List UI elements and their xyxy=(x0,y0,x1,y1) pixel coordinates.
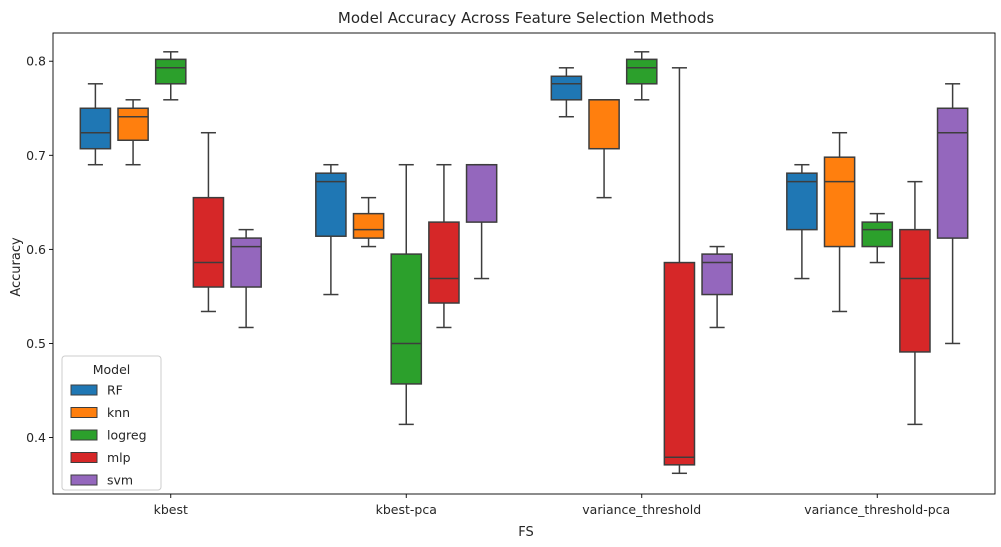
box-body xyxy=(663,261,696,466)
box-body xyxy=(861,221,894,248)
box-svm-variance_threshold xyxy=(701,245,733,329)
box-svm-kbest xyxy=(230,228,262,329)
y-tick-label: 0.8 xyxy=(26,54,46,69)
legend-item-knn: knn xyxy=(70,405,130,420)
legend-item-RF: RF xyxy=(70,383,123,398)
legend-label: RF xyxy=(107,383,123,398)
legend-swatch xyxy=(70,407,98,418)
box-knn-variance_threshold-pca xyxy=(823,131,856,313)
legend-swatch xyxy=(70,452,98,463)
box-body xyxy=(390,253,423,385)
box-body xyxy=(465,163,498,223)
box-body xyxy=(550,75,583,101)
box-RF-variance_threshold xyxy=(550,67,583,118)
legend-label: svm xyxy=(107,473,133,488)
box-body xyxy=(79,107,112,150)
box-knn-kbest-pca xyxy=(352,196,385,248)
legend-item-logreg: logreg xyxy=(70,428,147,443)
legend-swatch xyxy=(70,429,98,441)
box-body xyxy=(899,228,931,353)
box-body xyxy=(625,58,658,85)
x-tick-label: kbest-pca xyxy=(376,502,437,517)
legend-label: mlp xyxy=(107,450,131,465)
box-logreg-kbest-pca xyxy=(390,163,423,426)
legend-item-mlp: mlp xyxy=(70,450,131,465)
box-mlp-variance_threshold-pca xyxy=(899,180,931,426)
legend-item-svm: svm xyxy=(70,473,133,488)
y-axis-label: Accuracy xyxy=(9,237,24,297)
chart-title: Model Accuracy Across Feature Selection … xyxy=(338,9,714,27)
box-body xyxy=(786,172,818,231)
box-body xyxy=(823,156,856,248)
x-tick-label: variance_threshold xyxy=(582,502,701,517)
x-tick-label: kbest xyxy=(154,502,188,517)
box-body xyxy=(154,58,187,85)
legend-label: logreg xyxy=(107,428,147,443)
box-RF-kbest-pca xyxy=(315,163,347,296)
legend: Model RF knn logreg mlp svm xyxy=(61,355,162,491)
box-body xyxy=(352,212,385,239)
box-body xyxy=(230,237,262,288)
box-body xyxy=(936,107,969,239)
box-body xyxy=(588,99,620,150)
box-logreg-variance_threshold xyxy=(625,51,658,101)
y-tick-label: 0.4 xyxy=(26,430,46,445)
x-tick-label: variance_threshold-pca xyxy=(804,502,950,517)
x-axis-label: FS xyxy=(518,525,534,540)
y-tick-label: 0.7 xyxy=(26,148,46,163)
box-body xyxy=(192,196,225,288)
legend-swatch xyxy=(70,384,98,396)
box-body xyxy=(117,107,149,142)
legend-title: Model xyxy=(93,362,131,377)
plot-area: 0.4 0.5 0.6 0.7 0.8 kbest kbest-pca variance_th… xyxy=(26,32,996,517)
box-RF-kbest xyxy=(79,83,112,166)
box-knn-variance_threshold xyxy=(588,99,620,199)
y-tick-label: 0.6 xyxy=(26,242,46,257)
box-body xyxy=(701,253,733,296)
legend-label: knn xyxy=(107,405,130,420)
box-svm-kbest-pca xyxy=(465,163,498,280)
axes-frame xyxy=(52,32,996,495)
box-knn-kbest xyxy=(117,99,149,166)
box-mlp-variance_threshold xyxy=(663,67,696,475)
box-RF-variance_threshold-pca xyxy=(786,163,818,280)
box-logreg-kbest xyxy=(154,51,187,101)
box-body xyxy=(315,172,347,237)
box-body xyxy=(428,221,460,304)
legend-swatch xyxy=(70,474,98,486)
box-mlp-kbest-pca xyxy=(428,163,460,329)
box-logreg-variance_threshold-pca xyxy=(861,212,894,264)
box-svm-variance_threshold-pca xyxy=(936,83,969,345)
y-tick-label: 0.5 xyxy=(26,336,46,351)
box-mlp-kbest xyxy=(192,131,225,313)
